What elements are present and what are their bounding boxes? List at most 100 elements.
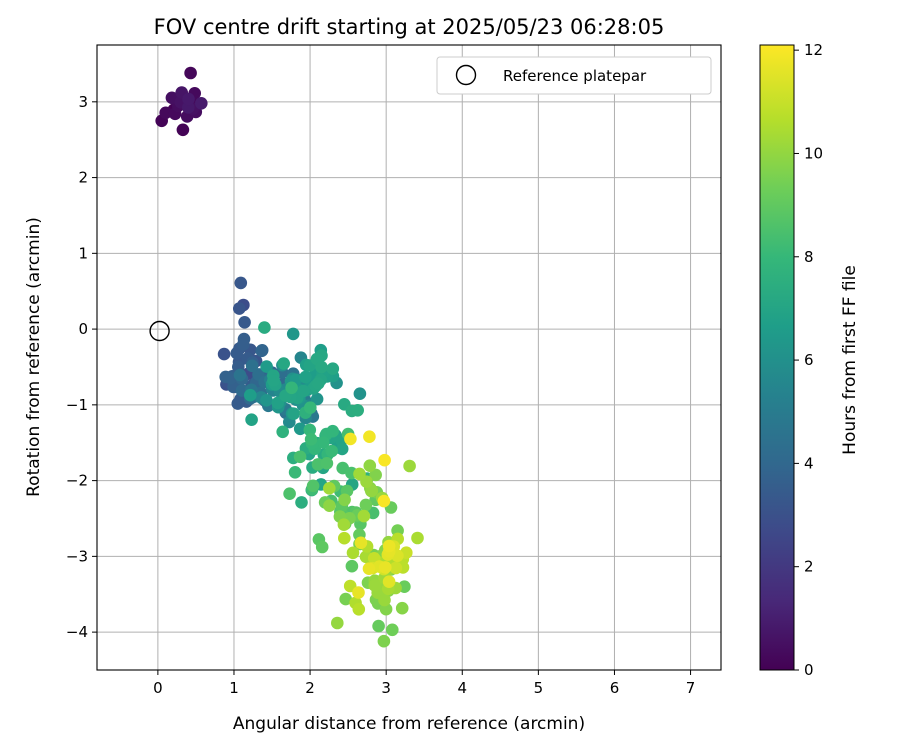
data-point — [195, 97, 208, 110]
data-point — [217, 347, 231, 361]
colorbar-tick-label: 10 — [804, 144, 823, 162]
data-point — [286, 327, 300, 341]
data-point — [260, 394, 273, 407]
x-axis-ticks: 0 1 2 3 4 5 6 7 — [153, 670, 695, 697]
x-tick-label: 4 — [457, 679, 467, 697]
data-point — [304, 433, 318, 446]
y-axis-ticks: −4 −3 −2 −1 0 1 2 3 — [66, 93, 97, 641]
data-point — [353, 467, 366, 481]
y-tick-label: −1 — [66, 396, 88, 414]
data-point — [260, 360, 273, 373]
y-axis-label: Rotation from reference (arcmin) — [24, 217, 44, 497]
colorbar-tick-label: 6 — [804, 351, 814, 369]
data-point — [184, 66, 197, 80]
data-point — [277, 357, 291, 370]
data-point — [295, 496, 308, 509]
data-point — [311, 377, 325, 390]
grid-lines — [97, 45, 721, 670]
data-point — [306, 479, 320, 493]
data-point — [320, 457, 334, 470]
data-point — [338, 531, 351, 545]
colorbar-tick-label: 0 — [804, 661, 814, 679]
x-tick-label: 3 — [381, 679, 391, 697]
data-point — [234, 276, 248, 290]
data-point — [363, 459, 377, 473]
reference-platepar-marker — [149, 320, 170, 342]
data-point — [283, 487, 296, 501]
data-point — [372, 619, 385, 633]
data-point — [403, 459, 416, 473]
data-point — [378, 593, 391, 607]
colorbar-tick-label: 2 — [804, 558, 814, 576]
y-tick-label: −2 — [66, 472, 88, 490]
data-point — [315, 540, 329, 554]
legend-label: Reference platepar — [503, 67, 647, 85]
data-point — [377, 634, 391, 648]
legend-box — [436, 56, 712, 95]
data-point — [344, 432, 357, 446]
data-point — [285, 381, 298, 395]
data-point — [267, 374, 280, 387]
x-axis-label: Angular distance from reference (arcmin) — [233, 714, 585, 734]
data-point — [299, 370, 312, 384]
data-point — [357, 509, 371, 523]
data-point — [304, 401, 317, 415]
data-point — [338, 493, 351, 507]
y-tick-label: −3 — [66, 547, 88, 565]
data-point — [230, 346, 244, 360]
colorbar-label: Hours from first FF file — [840, 265, 860, 455]
data-point — [176, 123, 190, 137]
data-point — [326, 424, 340, 438]
data-point — [233, 368, 247, 382]
data-point — [245, 413, 258, 427]
data-point — [352, 603, 366, 616]
data-point — [395, 601, 409, 615]
data-point — [293, 422, 307, 436]
data-point — [377, 494, 391, 508]
data-point — [386, 623, 399, 637]
data-point — [351, 404, 365, 417]
data-point — [352, 586, 365, 599]
y-tick-label: 2 — [78, 169, 88, 187]
data-point — [293, 450, 307, 464]
data-point — [258, 321, 271, 334]
data-point — [354, 536, 368, 550]
x-tick-label: 2 — [305, 679, 315, 697]
colorbar-gradient — [759, 44, 795, 671]
x-tick-label: 5 — [534, 679, 544, 697]
plot-frame — [96, 44, 722, 671]
data-point — [325, 444, 339, 458]
data-point — [382, 539, 396, 553]
data-point — [359, 498, 373, 512]
data-point — [303, 423, 317, 437]
data-point — [276, 425, 290, 439]
data-point — [369, 468, 383, 482]
data-point — [363, 430, 376, 444]
data-point — [353, 387, 367, 401]
data-point — [317, 436, 330, 449]
y-tick-label: 0 — [78, 320, 88, 338]
data-point — [379, 561, 392, 574]
data-point — [245, 359, 259, 373]
data-point — [255, 344, 268, 358]
data-point — [182, 92, 195, 106]
data-point — [244, 388, 257, 402]
colorbar-ticks: 0 2 4 6 8 10 12 — [794, 41, 823, 679]
data-point — [331, 616, 344, 630]
colorbar-tick-label: 8 — [804, 248, 814, 266]
data-point — [323, 499, 336, 512]
x-tick-label: 7 — [686, 679, 696, 697]
data-point — [238, 316, 251, 329]
y-tick-label: 3 — [78, 93, 88, 111]
data-point — [382, 575, 396, 588]
data-point — [378, 453, 391, 467]
colorbar-tick-label: 12 — [804, 41, 823, 59]
data-point — [362, 562, 376, 575]
y-tick-label: −4 — [66, 623, 88, 641]
data-point — [315, 360, 328, 374]
data-point — [326, 362, 340, 376]
colorbar: 0 2 4 6 8 10 12 Hours from first FF file — [759, 41, 860, 679]
x-tick-label: 6 — [610, 679, 620, 697]
data-point — [368, 579, 382, 592]
